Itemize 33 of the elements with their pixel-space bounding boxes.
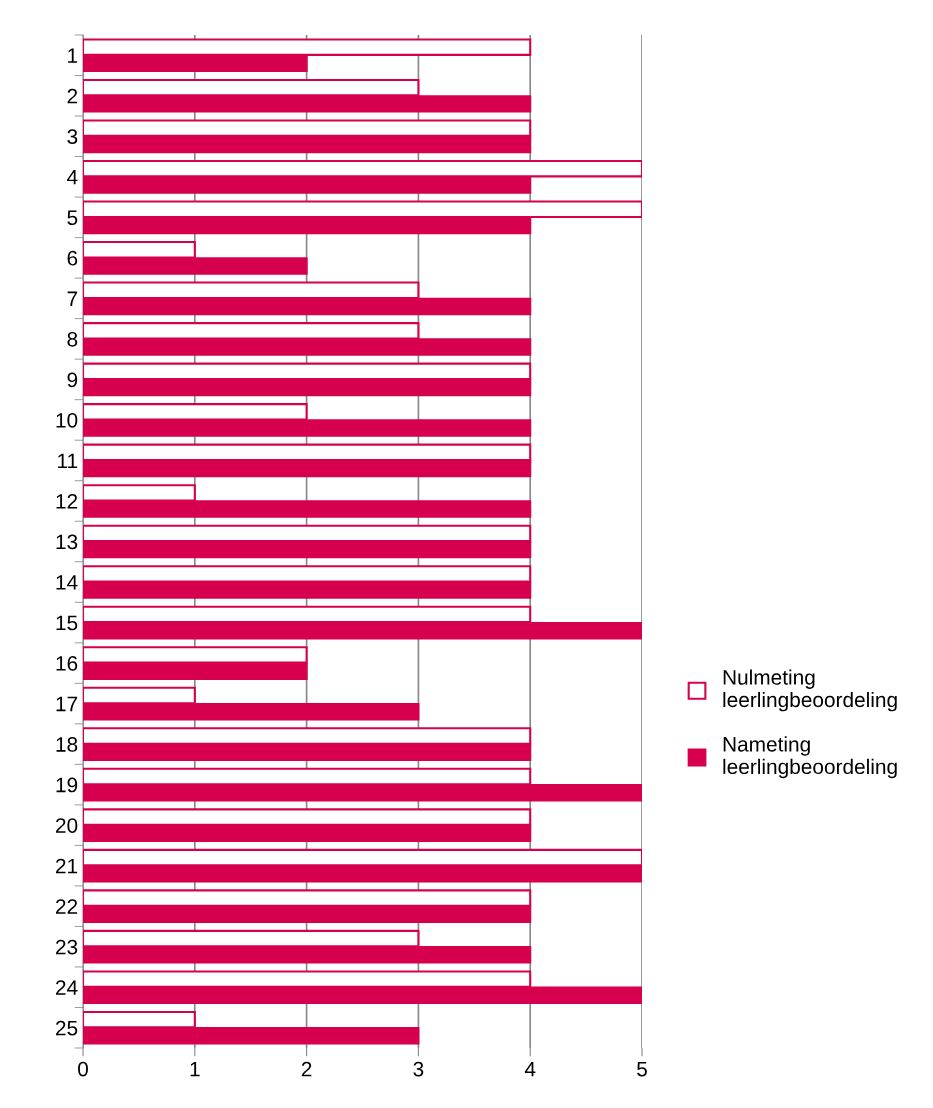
y-tick-label: 23	[56, 939, 78, 955]
y-tick-label: 4	[67, 170, 78, 185]
y-tick-label: 20	[56, 818, 78, 833]
y-tick-label: 1	[68, 48, 78, 63]
y-tick-label: 7	[67, 291, 78, 306]
x-tick-label: 0	[78, 1061, 88, 1077]
y-tick-label: 13	[56, 534, 78, 550]
x-tick-label: 4	[524, 1061, 536, 1077]
x-tick-label: 5	[637, 1061, 647, 1077]
y-tick-label: 21	[56, 858, 78, 874]
y-tick-label: 3	[67, 129, 78, 145]
y-tick-label: 10	[56, 412, 78, 428]
y-tick-label: 9	[67, 372, 78, 388]
y-tick-label: 14	[56, 575, 78, 590]
y-tick-label: 18	[56, 737, 78, 752]
x-tick-label: 2	[301, 1061, 312, 1077]
y-tick-label: 2	[67, 88, 78, 104]
y-tick-label: 17	[56, 696, 78, 712]
y-tick-label: 16	[56, 656, 78, 671]
legend-label: Nameting leerlingbeoordeling	[723, 736, 897, 779]
x-tick-label: 1	[190, 1061, 200, 1077]
y-tick-label: 19	[56, 777, 78, 793]
y-tick-label: 11	[58, 453, 78, 469]
x-tick-label: 3	[413, 1061, 424, 1077]
y-tick-label: 8	[67, 331, 78, 347]
y-tick-label: 15	[56, 615, 78, 631]
y-tick-label: 24	[56, 980, 78, 995]
y-tick-label: 5	[67, 210, 78, 226]
y-tick-label: 25	[56, 1020, 78, 1036]
y-tick-label: 22	[56, 899, 78, 914]
legend-label: Nulmeting leerlingbeoordeling	[723, 669, 897, 712]
y-tick-label: 6	[67, 250, 78, 266]
y-tick-label: 12	[56, 493, 78, 509]
